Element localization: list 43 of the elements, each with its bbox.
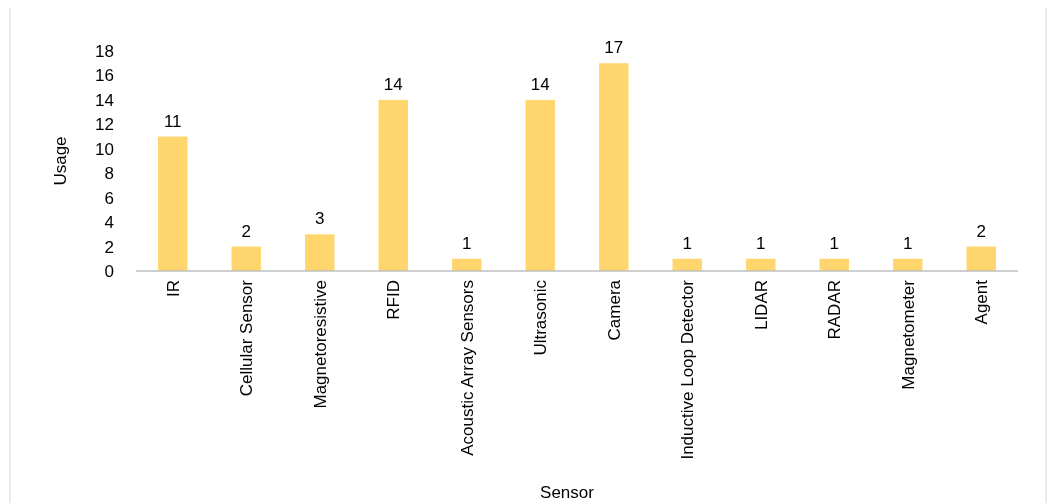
data-label: 1 <box>682 233 692 253</box>
bar <box>966 246 996 271</box>
x-tick-label: Acoustic Array Sensors <box>457 280 477 456</box>
data-label: 1 <box>829 233 839 253</box>
x-tick-label: Agent <box>972 279 992 325</box>
x-tick-label: IR <box>163 280 183 297</box>
bar <box>158 136 188 271</box>
y-tick-label: 4 <box>104 213 114 233</box>
data-label: 1 <box>903 233 913 253</box>
x-tick-label: Inductive Loop Detector <box>678 279 698 460</box>
data-label: 1 <box>756 233 766 253</box>
y-tick-label: 2 <box>104 237 114 257</box>
bar <box>378 99 408 271</box>
data-label: 14 <box>383 74 403 94</box>
y-tick-label: 14 <box>95 90 114 110</box>
data-label: 1 <box>462 233 472 253</box>
x-tick-label: RFID <box>384 280 404 320</box>
data-label: 11 <box>163 111 182 131</box>
x-tick-label: Camera <box>604 279 624 341</box>
data-label: 3 <box>315 209 325 229</box>
x-tick-label: RADAR <box>825 280 845 340</box>
bar <box>305 234 335 271</box>
x-axis-title: Sensor <box>540 483 595 502</box>
y-tick-label: 12 <box>95 115 114 135</box>
bar <box>525 99 555 271</box>
y-tick-label: 6 <box>104 188 114 208</box>
data-label: 17 <box>604 38 624 58</box>
bar <box>599 63 629 271</box>
x-tick-label: LIDAR <box>751 280 771 331</box>
x-tick-label: Magnetometer <box>898 279 918 390</box>
y-tick-label: 10 <box>95 139 114 159</box>
data-label: 2 <box>241 221 251 241</box>
bar <box>231 246 261 271</box>
y-tick-label: 8 <box>104 164 114 184</box>
y-tick-label: 0 <box>104 261 114 281</box>
y-axis-title: Usage <box>51 136 70 186</box>
y-tick-label: 18 <box>95 41 114 61</box>
x-tick-label: Cellular Sensor <box>237 279 257 397</box>
y-tick-label: 16 <box>95 66 114 86</box>
x-tick-label: Magnetoresistive <box>310 280 330 409</box>
data-label: 2 <box>976 221 986 241</box>
x-tick-label: Ultrasonic <box>531 279 551 356</box>
data-label: 14 <box>530 74 550 94</box>
